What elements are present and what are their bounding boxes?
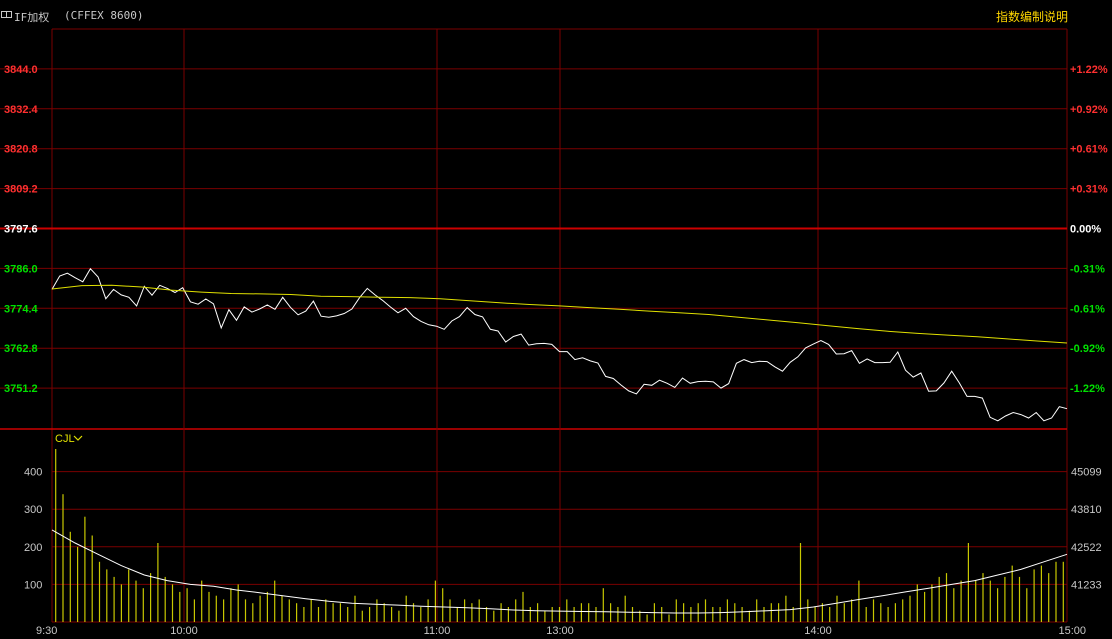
time-tick-label: 13:00 <box>546 625 574 637</box>
volume-tick-label: 300 <box>24 504 42 516</box>
price-tick-label: 3762.8 <box>4 343 38 355</box>
header-bar: IF加权 (CFFEX 8600) 指数编制说明 <box>0 0 1112 28</box>
volume-right-tick-label: 42522 <box>1071 542 1102 554</box>
percent-tick-label: -0.61% <box>1070 303 1105 315</box>
volume-tick-label: 200 <box>24 542 42 554</box>
link-icon[interactable] <box>1 11 12 18</box>
price-tick-label: 3751.2 <box>4 383 38 395</box>
volume-right-tick-label: 45099 <box>1071 467 1102 479</box>
percent-tick-label: -0.31% <box>1070 263 1105 275</box>
percent-tick-label: +0.31% <box>1070 184 1108 196</box>
percent-tick-label: +0.92% <box>1070 104 1108 116</box>
volume-right-tick-label: 41233 <box>1071 579 1102 591</box>
indicator-label: CJL <box>55 433 75 445</box>
time-tick-label: 11:00 <box>424 625 451 637</box>
price-tick-label: 3820.8 <box>4 144 38 156</box>
percent-tick-label: -0.92% <box>1070 343 1105 355</box>
index-methodology-link[interactable]: 指数编制说明 <box>995 10 1068 24</box>
price-tick-label: 3809.2 <box>4 184 38 196</box>
indicator-dropdown-icon <box>73 435 83 441</box>
price-tick-label: 3797.6 <box>4 224 38 236</box>
price-tick-label: 3774.4 <box>4 303 39 315</box>
time-tick-label: 9:30 <box>36 625 57 637</box>
volume-right-tick-label: 43810 <box>1071 504 1102 516</box>
price-tick-label: 3832.4 <box>4 104 39 116</box>
percent-tick-label: 0.00% <box>1070 224 1101 236</box>
volume-tick-label: 400 <box>24 467 42 479</box>
volume-tick-label: 100 <box>24 579 42 591</box>
price-line <box>51 267 1068 422</box>
price-tick-label: 3786.0 <box>4 263 38 275</box>
symbol-name: IF加权 <box>14 11 50 24</box>
percent-tick-label: -1.22% <box>1070 383 1105 395</box>
exchange-code: (CFFEX 8600) <box>64 9 144 22</box>
percent-tick-label: +1.22% <box>1070 64 1108 76</box>
time-tick-label: 14:00 <box>804 625 832 637</box>
time-tick-label: 10:00 <box>170 625 198 637</box>
volume-average-line <box>51 529 1068 614</box>
time-tick-label: 15:00 <box>1058 625 1086 637</box>
percent-tick-label: +0.61% <box>1070 144 1108 156</box>
price-tick-label: 3844.0 <box>4 64 38 76</box>
average-price-line <box>51 284 1068 344</box>
